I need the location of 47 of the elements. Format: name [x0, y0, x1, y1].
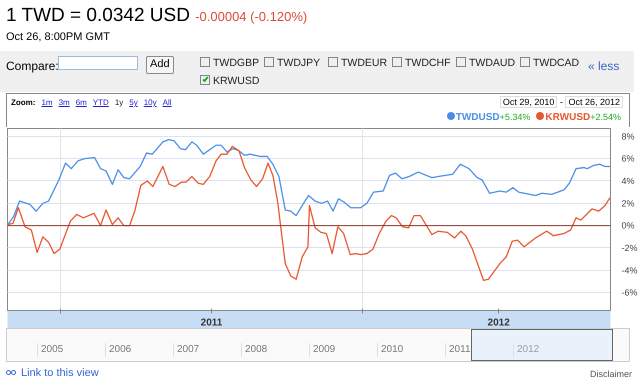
text: 2008	[241, 343, 268, 358]
y-tick-label: 0%	[622, 220, 635, 231]
text: Zoom:	[11, 98, 36, 107]
text: 2009	[309, 343, 336, 358]
y-tick-label: 4%	[622, 176, 635, 186]
text: KRWUSD	[213, 74, 260, 89]
text: Oct 26, 8:00PM GMT	[6, 30, 110, 45]
text: 3m	[58, 98, 70, 107]
text: 2011	[445, 343, 471, 358]
text: 5y	[129, 98, 138, 107]
text: All	[162, 98, 172, 107]
chart-subtitle: -0.00004 (-0.120%)	[195, 9, 308, 24]
text: 1y	[114, 98, 124, 107]
text: TWDAUD	[469, 56, 516, 71]
text: Link to this view	[21, 366, 99, 381]
text: +5.34%	[500, 112, 530, 122]
text: 2012	[513, 343, 540, 358]
text: Oct 26, 2012	[565, 96, 623, 108]
legend-label: TWDUSD	[456, 112, 500, 123]
text: 6m	[76, 98, 87, 107]
text: -	[560, 97, 563, 107]
text: 2010	[377, 343, 404, 358]
text: YTD	[92, 98, 109, 107]
y-tick-label: 8%	[622, 131, 635, 142]
text: TWDGBP	[213, 56, 260, 71]
y-tick-label: 2%	[622, 198, 635, 208]
text: +2.54%	[590, 112, 621, 122]
text: TWDJPY	[277, 56, 320, 71]
text: « less	[588, 58, 620, 75]
text: 10y	[144, 98, 157, 107]
text: TWDEUR	[341, 56, 388, 71]
text: TWDCAD	[533, 56, 580, 71]
text: Add	[146, 56, 174, 74]
text: Disclaimer	[590, 368, 632, 381]
y-tick-label: 6%	[622, 154, 635, 164]
text: Oct 29, 2010	[500, 96, 558, 108]
text: 2007	[173, 343, 200, 358]
text: TWDCHF	[405, 56, 450, 71]
text: 2006	[105, 343, 132, 358]
chart-title: 1 TWD = 0.0342 USD	[6, 5, 190, 26]
text: 2005	[37, 343, 64, 358]
y-tick-label: -2%	[622, 242, 638, 253]
text: Compare:	[6, 58, 59, 75]
y-tick-label: -4%	[622, 265, 638, 276]
y-tick-label: -6%	[622, 288, 638, 298]
legend-label: KRWUSD	[545, 112, 590, 123]
text: 1m	[41, 98, 53, 107]
